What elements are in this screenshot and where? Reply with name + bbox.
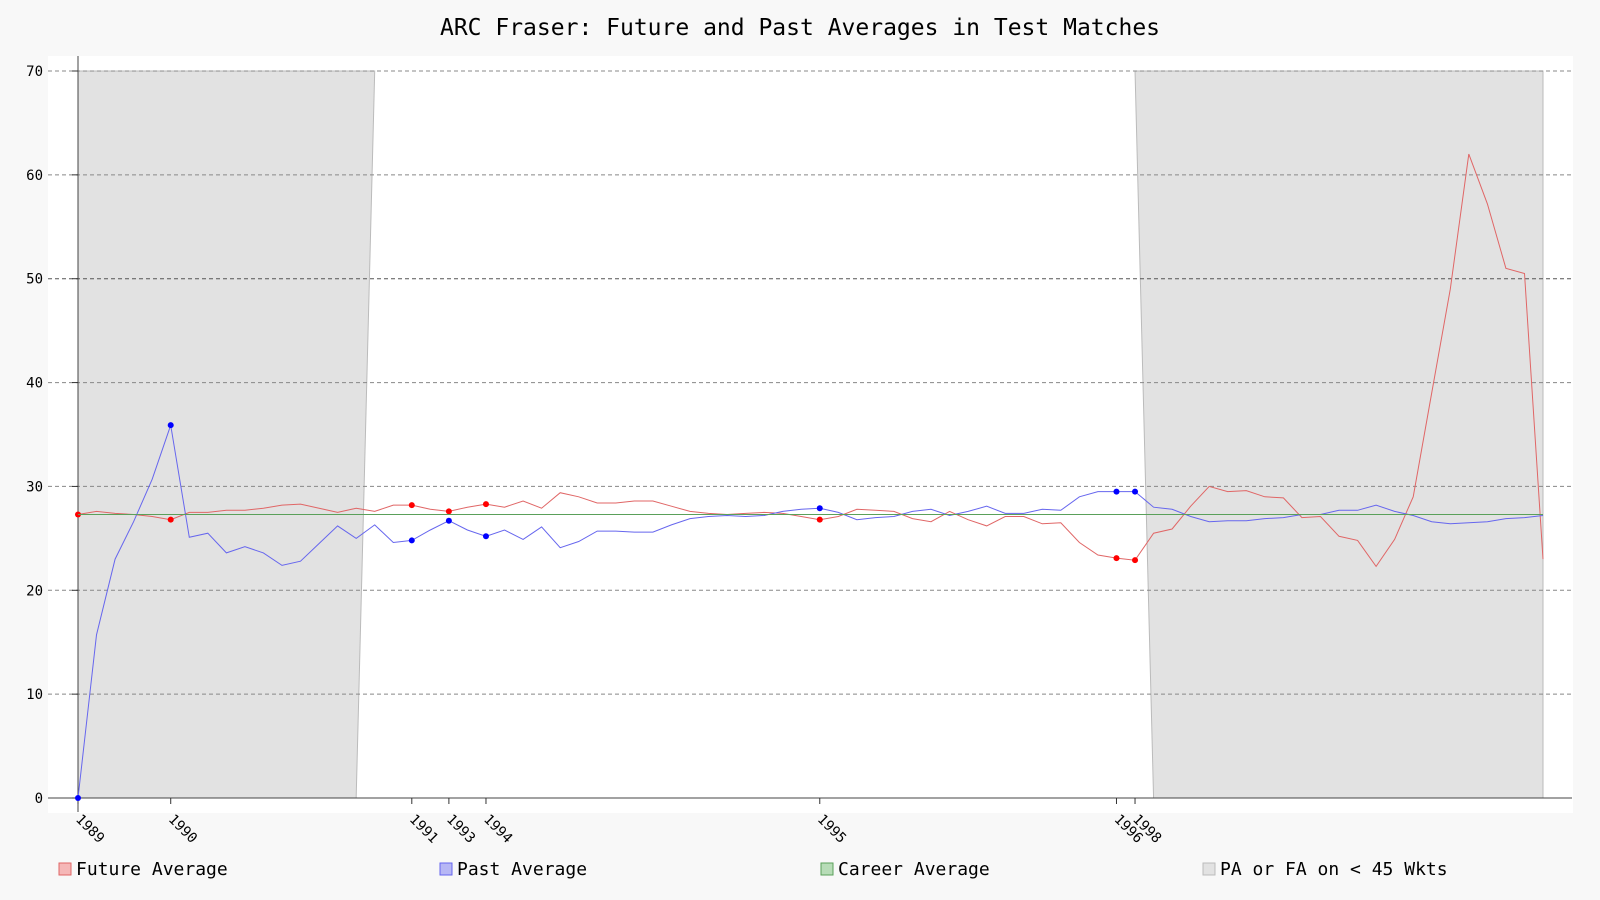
legend-past-average-swatch: [439, 862, 453, 876]
legend-pa-or-fa-on-45-wkts-label: PA or FA on < 45 Wkts: [1220, 859, 1448, 880]
past-average-point-57: [1132, 488, 1139, 495]
legend-past-average-label: Past Average: [457, 859, 587, 880]
future-average-point-56: [1113, 555, 1120, 562]
legend-career-average-swatch: [820, 862, 834, 876]
past-average-point-56: [1113, 488, 1120, 495]
grid-lines: [48, 70, 1572, 695]
future-average-point-40: [816, 516, 823, 523]
future-average-point-22: [482, 501, 489, 508]
y-tick-label-70: 70: [26, 64, 43, 80]
x-tick-label-1990: 1990: [165, 812, 200, 847]
past-average-point-5: [167, 422, 174, 429]
legend-career-average-label: Career Average: [838, 859, 990, 880]
y-tick-label-50: 50: [26, 272, 43, 288]
past-average-point-20: [445, 517, 452, 524]
past-average-point-18: [408, 537, 415, 544]
x-tick-label-1994: 1994: [480, 812, 515, 847]
y-tick-label-30: 30: [26, 479, 43, 495]
x-tick-label-1989: 1989: [72, 812, 107, 847]
y-tick-label-20: 20: [26, 583, 43, 599]
past-average-point-40: [816, 505, 823, 512]
y-tick-label-40: 40: [26, 376, 43, 392]
shaded-regions: [77, 70, 1544, 799]
future-average-point-20: [445, 508, 452, 515]
axes: [48, 56, 1572, 812]
future-average-point-5: [167, 516, 174, 523]
legend-future-average-swatch: [58, 862, 72, 876]
future-average-point-57: [1132, 557, 1139, 564]
shaded-region-2: [1134, 70, 1544, 799]
x-tick-label-1991: 1991: [406, 812, 441, 847]
y-tick-label-60: 60: [26, 168, 43, 184]
x-tick-label-1995: 1995: [814, 812, 849, 847]
past-average-line: [77, 425, 1544, 799]
y-tick-labels: 0 10 20 30 40 50 60 70: [26, 64, 78, 807]
legend-future-average-label: Future Average: [76, 859, 228, 880]
past-average-point-22: [482, 533, 489, 540]
shaded-region-1: [77, 70, 376, 799]
y-tick-label-10: 10: [26, 687, 43, 703]
y-tick-label-0: 0: [35, 791, 43, 807]
series-lines: [75, 153, 1544, 801]
chart-title: ARC Fraser: Future and Past Averages in …: [440, 15, 1160, 41]
x-tick-label-1993: 1993: [443, 812, 478, 847]
legend-pa-or-fa-on-45-wkts-swatch: [1202, 862, 1216, 876]
future-average-point-18: [408, 502, 415, 509]
past-average-point-0: [75, 795, 81, 801]
legend: Future Average Past Average Career Average…: [58, 859, 1448, 880]
